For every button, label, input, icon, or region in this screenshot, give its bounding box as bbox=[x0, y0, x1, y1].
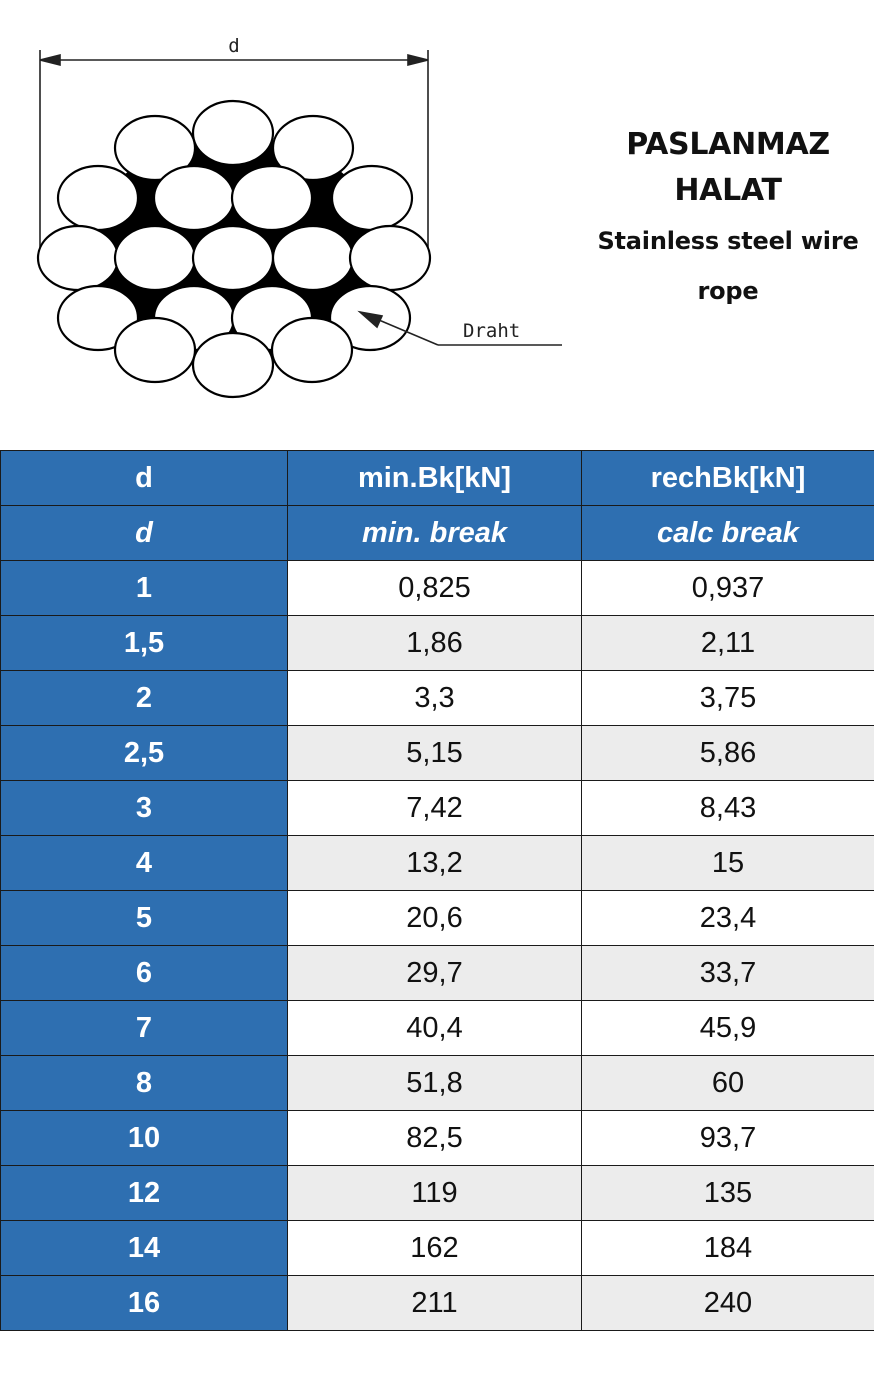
subheader-row: d min. break calc break bbox=[0, 505, 874, 561]
header-calc-break: rechBk[kN] bbox=[581, 450, 874, 506]
wire-circle bbox=[271, 114, 355, 182]
wire-circle bbox=[191, 99, 275, 167]
table-row: 1,5 1,86 2,11 bbox=[0, 615, 874, 671]
wire-circle bbox=[271, 224, 355, 292]
wire-circle bbox=[330, 164, 414, 232]
cell-min-break: 82,5 bbox=[287, 1110, 582, 1166]
cell-calc-break: 2,11 bbox=[581, 615, 874, 671]
cell-calc-break: 5,86 bbox=[581, 725, 874, 781]
table-row: 8 51,8 60 bbox=[0, 1055, 874, 1111]
wire-circle bbox=[152, 164, 236, 232]
wire-circle bbox=[230, 164, 314, 232]
table-row: 7 40,4 45,9 bbox=[0, 1000, 874, 1056]
breaking-load-table: d min.Bk[kN] rechBk[kN] d min. break cal… bbox=[0, 450, 874, 1331]
wire-rope-cross-section-diagram: d Draht bbox=[36, 35, 562, 399]
cell-diameter: 3 bbox=[0, 780, 288, 836]
subheader-diameter: d bbox=[0, 505, 288, 561]
cell-diameter: 8 bbox=[0, 1055, 288, 1111]
cell-min-break: 3,3 bbox=[287, 670, 582, 726]
cell-calc-break: 8,43 bbox=[581, 780, 874, 836]
cell-calc-break: 45,9 bbox=[581, 1000, 874, 1056]
wire-circle bbox=[270, 316, 354, 384]
cell-min-break: 51,8 bbox=[287, 1055, 582, 1111]
cell-calc-break: 33,7 bbox=[581, 945, 874, 1001]
subtitle-line-2: rope bbox=[697, 277, 759, 305]
table-row: 16 211 240 bbox=[0, 1275, 874, 1331]
subtitle-line-1: Stainless steel wire bbox=[597, 227, 859, 255]
cell-min-break: 211 bbox=[287, 1275, 582, 1331]
cell-calc-break: 15 bbox=[581, 835, 874, 891]
cell-diameter: 1 bbox=[0, 560, 288, 616]
wire-circle bbox=[56, 164, 140, 232]
cell-diameter: 6 bbox=[0, 945, 288, 1001]
cell-calc-break: 60 bbox=[581, 1055, 874, 1111]
table-row: 14 162 184 bbox=[0, 1220, 874, 1276]
wire-circle bbox=[113, 224, 197, 292]
cell-calc-break: 3,75 bbox=[581, 670, 874, 726]
cell-calc-break: 240 bbox=[581, 1275, 874, 1331]
table-row: 1 0,825 0,937 bbox=[0, 560, 874, 616]
cell-calc-break: 184 bbox=[581, 1220, 874, 1276]
table-row: 6 29,7 33,7 bbox=[0, 945, 874, 1001]
cell-min-break: 119 bbox=[287, 1165, 582, 1221]
subheader-calc-break: calc break bbox=[581, 505, 874, 561]
table-row: 4 13,2 15 bbox=[0, 835, 874, 891]
subheader-min-break: min. break bbox=[287, 505, 582, 561]
cell-diameter: 5 bbox=[0, 890, 288, 946]
cell-min-break: 0,825 bbox=[287, 560, 582, 616]
table-row: 2,5 5,15 5,86 bbox=[0, 725, 874, 781]
wire-strands bbox=[36, 99, 432, 399]
cell-diameter: 2,5 bbox=[0, 725, 288, 781]
cell-calc-break: 23,4 bbox=[581, 890, 874, 946]
cell-calc-break: 93,7 bbox=[581, 1110, 874, 1166]
table-row: 2 3,3 3,75 bbox=[0, 670, 874, 726]
cell-min-break: 40,4 bbox=[287, 1000, 582, 1056]
cell-min-break: 5,15 bbox=[287, 725, 582, 781]
cell-diameter: 7 bbox=[0, 1000, 288, 1056]
cell-diameter: 16 bbox=[0, 1275, 288, 1331]
cell-calc-break: 0,937 bbox=[581, 560, 874, 616]
wire-circle bbox=[191, 331, 275, 399]
dimension-line bbox=[39, 50, 429, 250]
title-line-1: PASLANMAZ bbox=[626, 127, 830, 162]
wire-circle bbox=[113, 316, 197, 384]
wire-circle bbox=[113, 114, 197, 182]
wire-circle bbox=[56, 284, 140, 352]
header-row: d min.Bk[kN] rechBk[kN] bbox=[0, 450, 874, 506]
cell-diameter: 10 bbox=[0, 1110, 288, 1166]
title-line-2: HALAT bbox=[674, 173, 782, 208]
cell-min-break: 20,6 bbox=[287, 890, 582, 946]
table-row: 10 82,5 93,7 bbox=[0, 1110, 874, 1166]
cell-min-break: 1,86 bbox=[287, 615, 582, 671]
wire-circle bbox=[191, 224, 275, 292]
table-row: 12 119 135 bbox=[0, 1165, 874, 1221]
cell-diameter: 14 bbox=[0, 1220, 288, 1276]
header-min-break: min.Bk[kN] bbox=[287, 450, 582, 506]
dimension-label: d bbox=[228, 35, 239, 57]
header-diameter: d bbox=[0, 450, 288, 506]
cell-min-break: 162 bbox=[287, 1220, 582, 1276]
cell-calc-break: 135 bbox=[581, 1165, 874, 1221]
wire-circle bbox=[348, 224, 432, 292]
cell-diameter: 2 bbox=[0, 670, 288, 726]
wire-leader-line bbox=[357, 310, 562, 346]
cell-diameter: 12 bbox=[0, 1165, 288, 1221]
wire-circle bbox=[36, 224, 120, 292]
title-block: PASLANMAZ HALAT Stainless steel wire rop… bbox=[588, 122, 868, 314]
cell-min-break: 7,42 bbox=[287, 780, 582, 836]
cell-diameter: 1,5 bbox=[0, 615, 288, 671]
cell-min-break: 29,7 bbox=[287, 945, 582, 1001]
wire-label: Draht bbox=[463, 320, 520, 342]
cell-diameter: 4 bbox=[0, 835, 288, 891]
table-row: 3 7,42 8,43 bbox=[0, 780, 874, 836]
cell-min-break: 13,2 bbox=[287, 835, 582, 891]
table-row: 5 20,6 23,4 bbox=[0, 890, 874, 946]
